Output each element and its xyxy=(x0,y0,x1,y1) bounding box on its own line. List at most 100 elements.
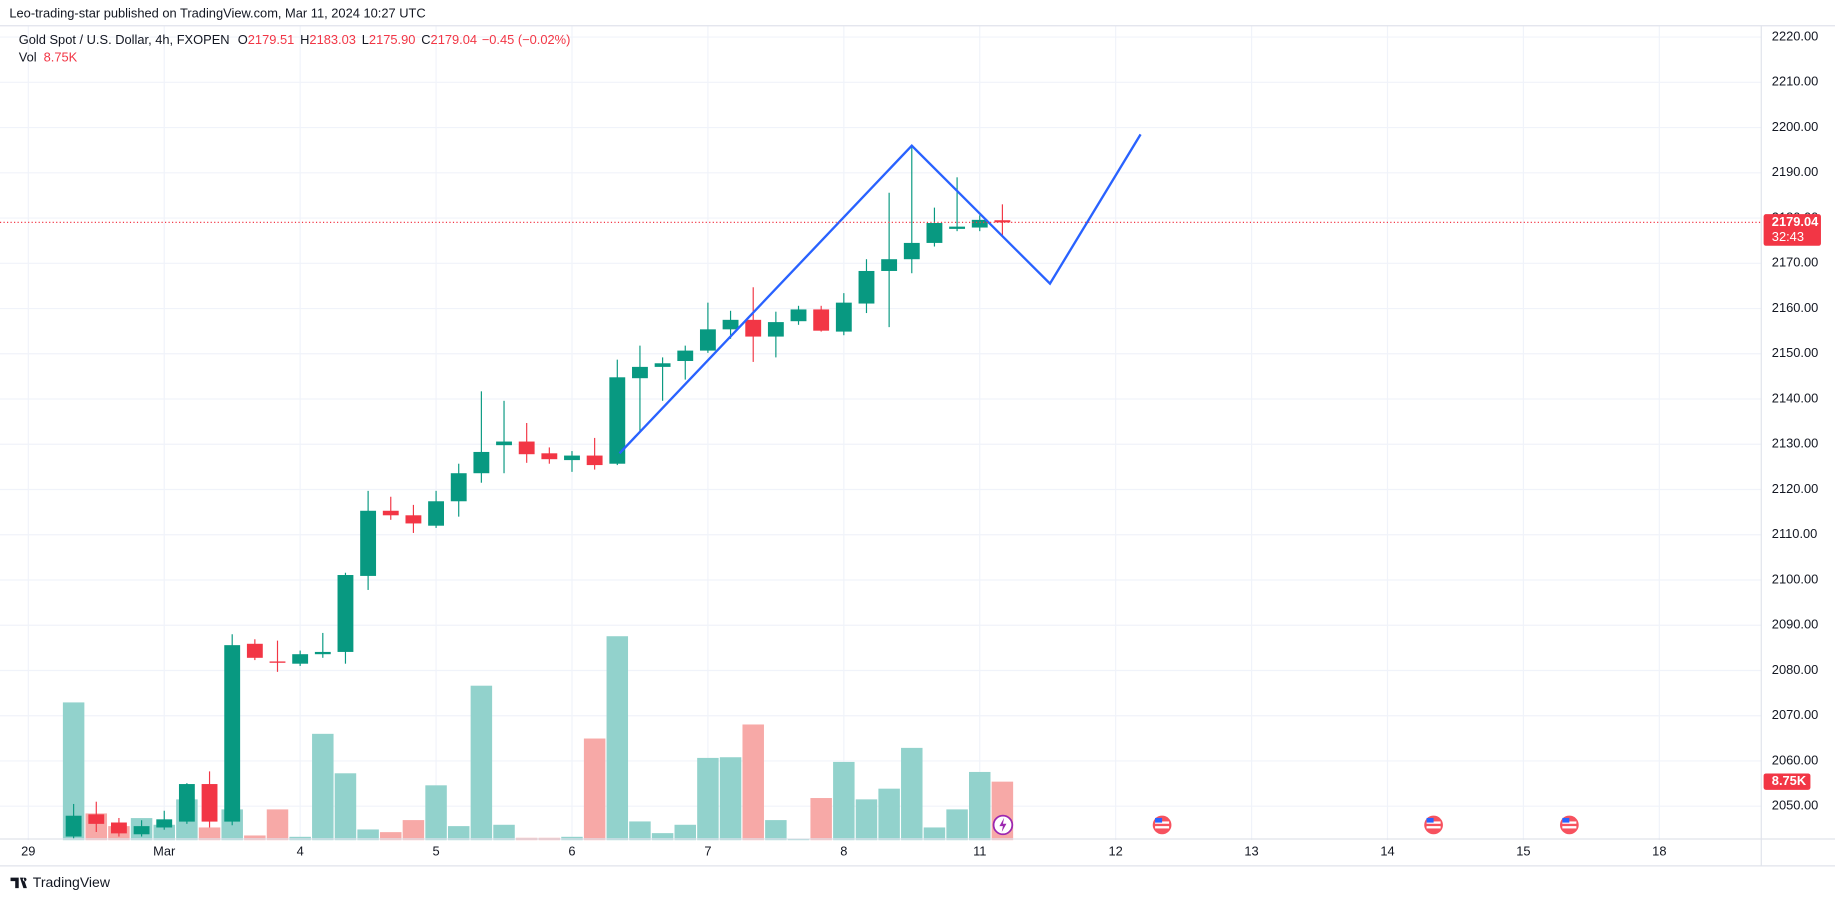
us-event-icon[interactable] xyxy=(1152,815,1172,835)
flag-canton xyxy=(1562,817,1570,823)
us-event-icon[interactable] xyxy=(1424,815,1443,835)
volume-bar xyxy=(878,788,900,841)
volume-bar xyxy=(198,827,221,841)
candle-body xyxy=(382,510,399,516)
volume-bar xyxy=(855,799,878,841)
candle-body xyxy=(586,455,603,466)
flag-canton xyxy=(1426,817,1434,823)
candle-body xyxy=(246,643,263,658)
candle-body xyxy=(337,575,354,652)
candle-body xyxy=(541,453,558,460)
volume-bar xyxy=(153,824,175,841)
overlays xyxy=(0,133,1762,455)
x-tick-label: 29 xyxy=(21,843,35,858)
volume-badge-label: 8.75K xyxy=(1772,773,1807,788)
y-tick-label: 2050.00 xyxy=(1772,798,1818,813)
volume-key: Vol xyxy=(19,50,37,65)
candle-body xyxy=(903,242,920,260)
volume-bar xyxy=(447,826,470,841)
price-badge-label: 2179.04 xyxy=(1772,214,1819,229)
y-tick-label: 2150.00 xyxy=(1772,345,1818,360)
candle-body xyxy=(609,377,626,464)
flag-canton xyxy=(1155,817,1163,823)
volume-bar xyxy=(425,785,447,841)
candle-body xyxy=(790,309,807,322)
candle-body xyxy=(65,815,82,837)
symbol-name: Gold Spot / U.S. Dollar, 4h, FXOPEN xyxy=(19,32,230,47)
legend-value: 2179.51 xyxy=(248,32,294,47)
x-tick-label: 5 xyxy=(432,843,439,858)
candle-body xyxy=(201,784,218,822)
y-tick-label: 2140.00 xyxy=(1772,390,1818,405)
x-tick-label: 15 xyxy=(1516,843,1530,858)
x-tick-label: 4 xyxy=(297,843,304,858)
volume-bar xyxy=(946,809,968,841)
volume-bar xyxy=(266,809,289,841)
candle-body xyxy=(314,651,331,655)
candle-body xyxy=(178,784,195,822)
countdown: 32:43 xyxy=(1772,229,1804,244)
y-tick-label: 2110.00 xyxy=(1772,526,1818,541)
candle-body xyxy=(496,441,512,446)
candle-body xyxy=(156,819,173,828)
volume-bar xyxy=(402,820,425,841)
legend-change: −0.45 (−0.02%) xyxy=(482,32,571,47)
volume-legend: Vol 8.75K xyxy=(19,50,78,65)
volume-bar xyxy=(719,757,742,841)
candle-body xyxy=(745,319,762,337)
legend-key: O xyxy=(238,32,248,47)
legend-key: C xyxy=(421,32,430,47)
legend-value: 2183.03 xyxy=(309,32,355,47)
y-tick-label: 2070.00 xyxy=(1772,707,1818,722)
y-tick-label: 2080.00 xyxy=(1772,662,1818,677)
volume-bar xyxy=(923,827,946,841)
flag-stripe xyxy=(1155,821,1170,824)
volume-bar xyxy=(334,773,357,841)
candle-body xyxy=(767,322,784,337)
candle-body xyxy=(269,661,286,663)
y-tick-label: 2060.00 xyxy=(1772,752,1818,767)
volume-bar xyxy=(765,820,787,841)
y-tick-label: 2100.00 xyxy=(1772,571,1818,586)
publish-header: Leo-trading-star published on TradingVie… xyxy=(9,5,425,20)
volume-bar xyxy=(312,733,334,841)
volume-bar xyxy=(62,702,85,841)
legend-value: 2175.90 xyxy=(369,32,415,47)
candle-body xyxy=(699,329,716,351)
us-event-icon[interactable] xyxy=(1559,815,1579,835)
volume-bar xyxy=(742,724,764,841)
y-tick-label: 2190.00 xyxy=(1772,164,1818,179)
volume-bar xyxy=(629,821,651,841)
x-tick-label: 18 xyxy=(1652,843,1666,858)
volume-bar xyxy=(969,771,991,841)
legend-value: 2179.04 xyxy=(431,32,477,47)
y-tick-label: 2170.00 xyxy=(1772,255,1818,270)
candle-body xyxy=(632,366,648,379)
candle-body xyxy=(224,645,241,822)
flag-stripe xyxy=(1562,826,1577,829)
x-tick-label: 13 xyxy=(1244,843,1258,858)
candle-body xyxy=(133,826,150,835)
candle-body xyxy=(473,451,490,474)
legend-key: L xyxy=(362,32,369,47)
volume-bar xyxy=(810,798,832,841)
x-tick-label: 7 xyxy=(704,843,711,858)
flag-stripe xyxy=(1155,826,1170,829)
candle-body xyxy=(949,226,966,229)
y-tick-label: 2130.00 xyxy=(1772,436,1818,451)
volume-bar xyxy=(833,761,855,841)
volume-bar xyxy=(357,829,379,841)
candle-body xyxy=(110,822,127,834)
volume-badge xyxy=(1763,773,1811,790)
volume-bar xyxy=(470,685,493,841)
y-tick-label: 2160.00 xyxy=(1772,300,1818,315)
y-tick-label: 2090.00 xyxy=(1772,617,1818,632)
volume-bar xyxy=(493,824,515,841)
candle-body xyxy=(360,510,377,576)
y-tick-label: 2200.00 xyxy=(1772,119,1818,134)
volume-bar xyxy=(697,757,719,841)
candle-body xyxy=(722,319,739,330)
x-tick-label: 14 xyxy=(1380,843,1394,858)
